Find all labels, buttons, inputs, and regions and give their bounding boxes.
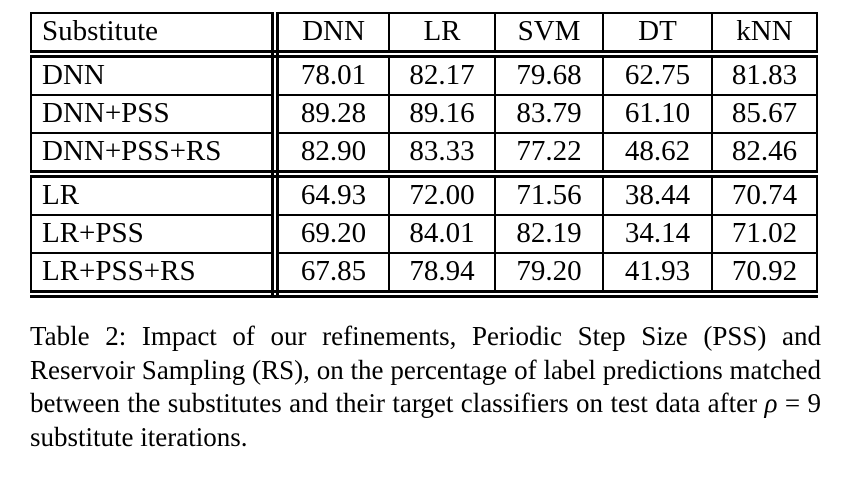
value-cell: 83.79 [494, 94, 604, 134]
value-cell: 41.93 [602, 252, 713, 298]
value-cell: 38.44 [602, 173, 713, 216]
value-cell: 62.75 [602, 53, 713, 96]
value-cell: 81.83 [711, 53, 818, 96]
header-row: Substitute DNN LR SVM DT kNN [30, 12, 818, 58]
value-cell: 82.46 [711, 132, 818, 178]
value-cell: 70.74 [711, 173, 818, 216]
caption-text-before-rho: Table 2: Impact of our refinements, Peri… [30, 321, 821, 418]
column-header-dt: DT [602, 12, 713, 58]
column-header-svm: SVM [494, 12, 604, 58]
row-label-cell: LR+PSS+RS [30, 252, 279, 298]
column-header-lr: LR [388, 12, 496, 58]
value-cell: 71.56 [494, 173, 604, 216]
table-row-dnn-pss: DNN+PSS 89.28 89.16 83.79 61.10 85.67 [30, 94, 818, 134]
value-cell: 61.10 [602, 94, 713, 134]
row-label-cell: DNN+PSS [30, 94, 279, 134]
value-cell: 85.67 [711, 94, 818, 134]
value-cell: 77.22 [494, 132, 604, 178]
table-row-lr-pss-rs: LR+PSS+RS 67.85 78.94 79.20 41.93 70.92 [30, 252, 818, 298]
value-cell: 83.33 [388, 132, 496, 178]
value-cell: 70.92 [711, 252, 818, 298]
results-table-container: Substitute DNN LR SVM DT kNN DNN 78.01 8… [30, 12, 818, 298]
value-cell: 82.90 [274, 132, 390, 178]
value-cell: 64.93 [274, 173, 390, 216]
row-label-cell: DNN+PSS+RS [30, 132, 279, 178]
value-cell: 72.00 [388, 173, 496, 216]
row-label-cell: LR [30, 173, 279, 216]
row-label-cell: DNN [30, 53, 279, 96]
column-header-dnn: DNN [274, 12, 390, 58]
value-cell: 48.62 [602, 132, 713, 178]
table-row-dnn-pss-rs: DNN+PSS+RS 82.90 83.33 77.22 48.62 82.46 [30, 132, 818, 178]
caption-text-after-rho: = 9 substitute iterations. [30, 388, 822, 452]
value-cell: 89.16 [388, 94, 496, 134]
column-header-knn: kNN [711, 12, 818, 58]
column-header-substitute: Substitute [30, 12, 279, 58]
value-cell: 84.01 [388, 214, 496, 254]
value-cell: 78.94 [388, 252, 496, 298]
value-cell: 71.02 [711, 214, 818, 254]
value-cell: 82.19 [494, 214, 604, 254]
table-row-dnn: DNN 78.01 82.17 79.68 62.75 81.83 [30, 53, 818, 96]
row-label-cell: LR+PSS [30, 214, 279, 254]
value-cell: 69.20 [274, 214, 390, 254]
value-cell: 89.28 [274, 94, 390, 134]
value-cell: 82.17 [388, 53, 496, 96]
table-row-lr-pss: LR+PSS 69.20 84.01 82.19 34.14 71.02 [30, 214, 818, 254]
value-cell: 79.68 [494, 53, 604, 96]
table-row-lr: LR 64.93 72.00 71.56 38.44 70.74 [30, 173, 818, 216]
results-table: Substitute DNN LR SVM DT kNN DNN 78.01 8… [30, 12, 818, 298]
value-cell: 79.20 [494, 252, 604, 298]
value-cell: 67.85 [274, 252, 390, 298]
table-caption: Table 2: Impact of our refinements, Peri… [30, 320, 821, 454]
value-cell: 78.01 [274, 53, 390, 96]
caption-rho-symbol: ρ [764, 388, 778, 418]
value-cell: 34.14 [602, 214, 713, 254]
